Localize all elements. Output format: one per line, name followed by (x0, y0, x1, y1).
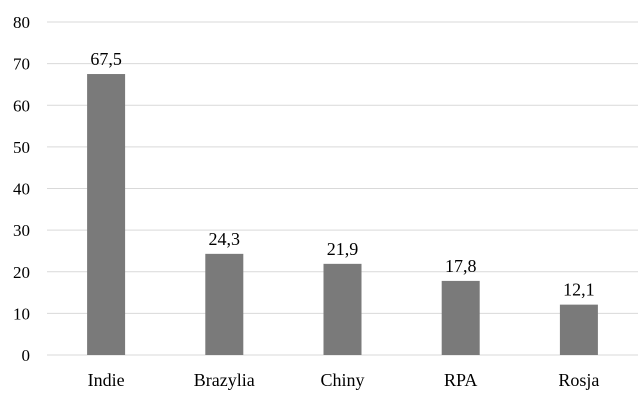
data-labels: 67,5 24,3 21,9 17,8 12,1 (90, 49, 594, 300)
category-label: RPA (444, 370, 477, 390)
y-tick-label: 20 (13, 263, 30, 282)
data-label: 24,3 (209, 229, 241, 249)
y-tick-label: 40 (13, 180, 30, 199)
y-tick-label: 60 (13, 96, 30, 115)
data-label: 21,9 (327, 239, 359, 259)
y-tick-label: 10 (13, 304, 30, 323)
bars (87, 74, 598, 355)
y-tick-label: 50 (13, 138, 30, 157)
data-label: 12,1 (563, 280, 595, 300)
y-tick-label: 70 (13, 55, 30, 74)
category-label: Brazylia (194, 370, 255, 390)
category-label: Indie (88, 370, 125, 390)
bar-brazylia (205, 253, 244, 355)
bar-chiny (323, 263, 362, 355)
data-label: 67,5 (90, 49, 122, 69)
y-tick-label: 30 (13, 221, 30, 240)
bar-rosja (559, 304, 598, 355)
x-axis-labels: Indie Brazylia Chiny RPA Rosja (88, 370, 600, 390)
bar-rpa (441, 280, 480, 355)
category-label: Rosja (558, 370, 599, 390)
bar-indie (87, 74, 126, 355)
y-tick-label: 0 (22, 346, 31, 365)
gridlines (47, 21, 638, 356)
data-label: 17,8 (445, 256, 477, 276)
category-label: Chiny (320, 370, 364, 390)
y-axis-ticks: 0 10 20 30 40 50 60 70 80 (13, 13, 30, 365)
y-tick-label: 80 (13, 13, 30, 32)
